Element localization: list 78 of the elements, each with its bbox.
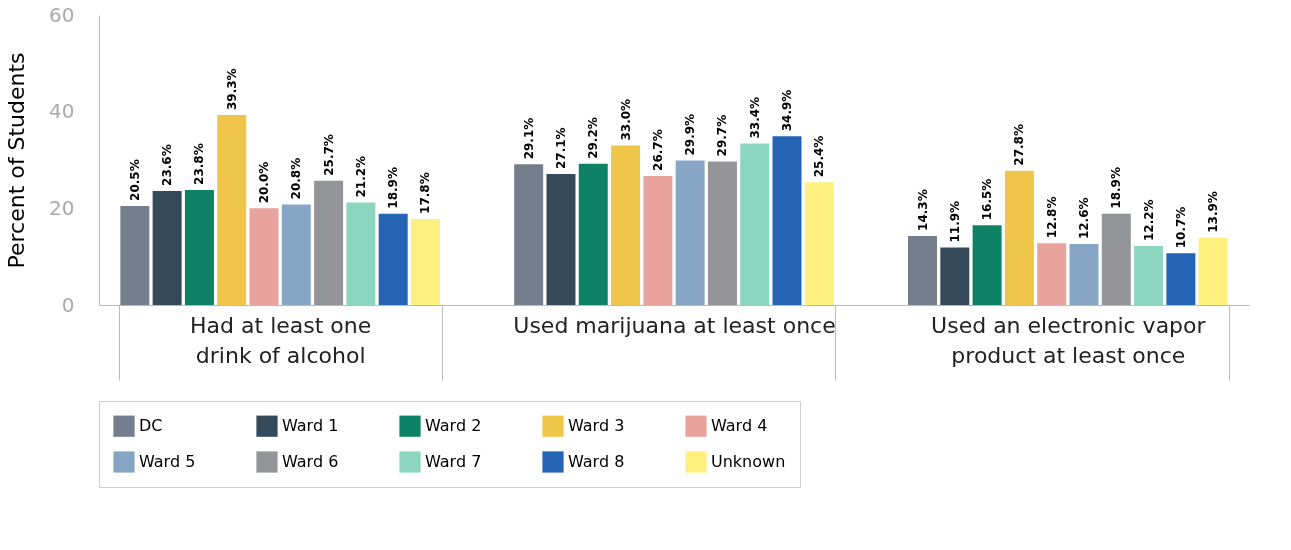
legend-label: Ward 7 (425, 452, 482, 471)
bar (1037, 243, 1067, 305)
bar (1069, 244, 1099, 305)
bar (346, 202, 376, 305)
y-tick-label: 60 (49, 2, 75, 27)
data-label: 25.4% (812, 135, 827, 178)
y-axis-title: Percent of Students (4, 52, 30, 269)
bar (1166, 253, 1196, 305)
legend-label: Ward 8 (568, 452, 625, 471)
data-label: 18.9% (386, 167, 401, 209)
bar (1134, 246, 1164, 305)
legend-label: DC (139, 416, 163, 436)
y-tick-label: 40 (49, 99, 75, 124)
bar (611, 145, 641, 305)
data-label: 39.3% (224, 68, 239, 111)
data-label: 13.9% (1206, 191, 1221, 233)
x-tick-label: Used marijuana at least once (513, 312, 836, 338)
bar (184, 189, 214, 305)
data-label: 16.5% (980, 178, 995, 221)
bar (972, 225, 1002, 305)
bar (120, 205, 150, 305)
legend-label: Ward 2 (425, 416, 482, 436)
data-label: 29.2% (586, 117, 601, 159)
legend-label: Ward 3 (568, 416, 625, 436)
data-label: 12.6% (1076, 197, 1091, 240)
data-label: 25.7% (321, 134, 336, 176)
bar (514, 164, 544, 305)
legend-label: Ward 1 (282, 416, 339, 436)
x-tick-label: Used an electronic vapor product at least once (931, 312, 1207, 368)
data-label: 33.4% (747, 96, 762, 139)
bar (1101, 213, 1131, 305)
bar (410, 218, 440, 305)
data-label: 27.8% (1012, 123, 1027, 166)
bar (281, 204, 311, 305)
y-tick-label: 20 (49, 195, 75, 220)
bar (675, 160, 705, 305)
bar (217, 115, 247, 305)
data-label: 12.8% (1044, 196, 1059, 239)
data-label: 29.1% (521, 117, 536, 160)
data-label: 14.3% (915, 189, 930, 231)
bar (940, 247, 970, 305)
data-label: 34.9% (780, 89, 795, 132)
bar (1198, 237, 1228, 305)
data-label: 21.2% (353, 155, 368, 198)
data-label: 23.8% (192, 143, 207, 185)
legend-label: Ward 4 (711, 416, 768, 436)
bar (740, 143, 770, 305)
data-label: 29.7% (715, 114, 730, 157)
data-label: 23.6% (160, 144, 175, 186)
x-tick-label: Had at least one drink of alcohol (190, 312, 372, 368)
bar (546, 174, 576, 305)
bar (152, 190, 182, 305)
bar (314, 180, 344, 305)
data-label: 20.0% (257, 161, 272, 204)
bar (772, 136, 802, 305)
data-label: 12.2% (1141, 199, 1156, 242)
bar (908, 235, 938, 305)
bar (804, 182, 834, 305)
legend-label: Unknown (711, 452, 786, 471)
bar (1004, 170, 1034, 305)
bar (378, 213, 408, 305)
bar (578, 163, 608, 305)
legend-label: Ward 6 (282, 452, 339, 471)
data-label: 18.9% (1109, 167, 1124, 209)
bar (707, 161, 737, 305)
data-label: 11.9% (947, 200, 962, 243)
data-label: 29.9% (683, 113, 698, 156)
data-label: 26.7% (650, 129, 665, 171)
data-label: 10.7% (1173, 206, 1188, 249)
data-label: 27.1% (553, 127, 568, 170)
data-label: 17.8% (418, 172, 433, 214)
data-label: 20.5% (127, 159, 142, 201)
legend-label: Ward 5 (139, 452, 196, 471)
bar (249, 208, 279, 305)
data-label: 20.8% (289, 157, 304, 200)
y-tick-label: 0 (61, 292, 75, 317)
data-label: 33.0% (618, 98, 633, 141)
bar (643, 175, 673, 305)
